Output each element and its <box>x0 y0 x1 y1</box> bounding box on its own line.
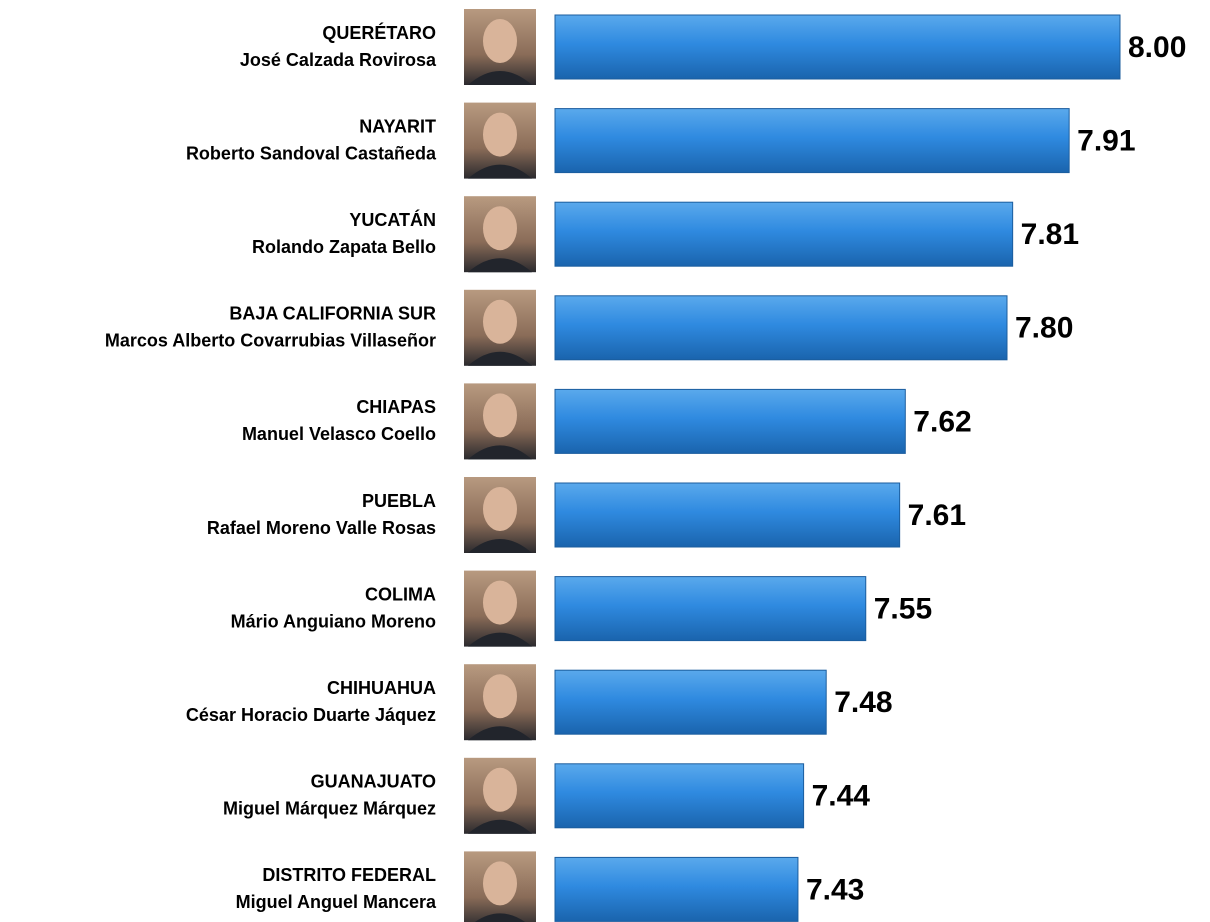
category-label: Manuel Velasco Coello <box>242 424 436 444</box>
bar <box>555 296 1007 360</box>
value-label: 7.55 <box>874 593 932 626</box>
category-label: BAJA CALIFORNIA SUR <box>229 304 436 324</box>
bar <box>555 15 1120 79</box>
photo-face <box>483 393 517 437</box>
photo-face <box>483 487 517 531</box>
bar <box>555 389 905 453</box>
page: QUERÉTARO José Calzada Rovirosa 8.00 NAYARI… <box>0 0 1210 922</box>
photo-face <box>483 19 517 63</box>
category-label: Miguel Anguel Mancera <box>236 892 437 912</box>
photo-face <box>483 206 517 250</box>
category-label: Mário Anguiano Moreno <box>231 611 436 631</box>
category-label: COLIMA <box>365 584 436 604</box>
category-label: DISTRITO FEDERAL <box>262 865 436 885</box>
category-label: NAYARIT <box>359 116 436 136</box>
category-label: PUEBLA <box>362 491 436 511</box>
photo-face <box>483 861 517 905</box>
chart: QUERÉTARO José Calzada Rovirosa 8.00 NAYARI… <box>0 0 1210 922</box>
value-label: 8.00 <box>1128 31 1186 64</box>
value-label: 7.81 <box>1021 218 1079 251</box>
category-label: Roberto Sandoval Castañeda <box>186 143 437 163</box>
category-label: CHIHUAHUA <box>327 678 436 698</box>
value-label: 7.62 <box>913 405 971 438</box>
value-label: 7.80 <box>1015 312 1073 345</box>
value-label: 7.48 <box>834 686 892 719</box>
photo-face <box>483 113 517 157</box>
photo-face <box>483 581 517 625</box>
category-label: Marcos Alberto Covarrubias Villaseñor <box>105 331 436 351</box>
category-label: César Horacio Duarte Jáquez <box>186 705 436 725</box>
category-label: José Calzada Rovirosa <box>240 50 437 70</box>
photo-face <box>483 300 517 344</box>
bar <box>555 483 900 547</box>
value-label: 7.44 <box>812 780 871 813</box>
bar <box>555 109 1069 173</box>
category-label: QUERÉTARO <box>322 22 436 43</box>
category-label: GUANAJUATO <box>311 772 436 792</box>
photo-face <box>483 768 517 812</box>
bar <box>555 764 804 828</box>
category-label: Rolando Zapata Bello <box>252 237 436 257</box>
bar <box>555 202 1013 266</box>
photo-face <box>483 674 517 718</box>
bar <box>555 577 866 641</box>
category-label: Miguel Márquez Márquez <box>223 799 436 819</box>
bar <box>555 857 798 921</box>
bar <box>555 670 826 734</box>
value-label: 7.43 <box>806 873 864 906</box>
category-label: YUCATÁN <box>349 209 436 230</box>
category-label: CHIAPAS <box>356 397 436 417</box>
value-label: 7.91 <box>1077 125 1135 158</box>
value-label: 7.61 <box>908 499 966 532</box>
category-label: Rafael Moreno Valle Rosas <box>207 518 436 538</box>
